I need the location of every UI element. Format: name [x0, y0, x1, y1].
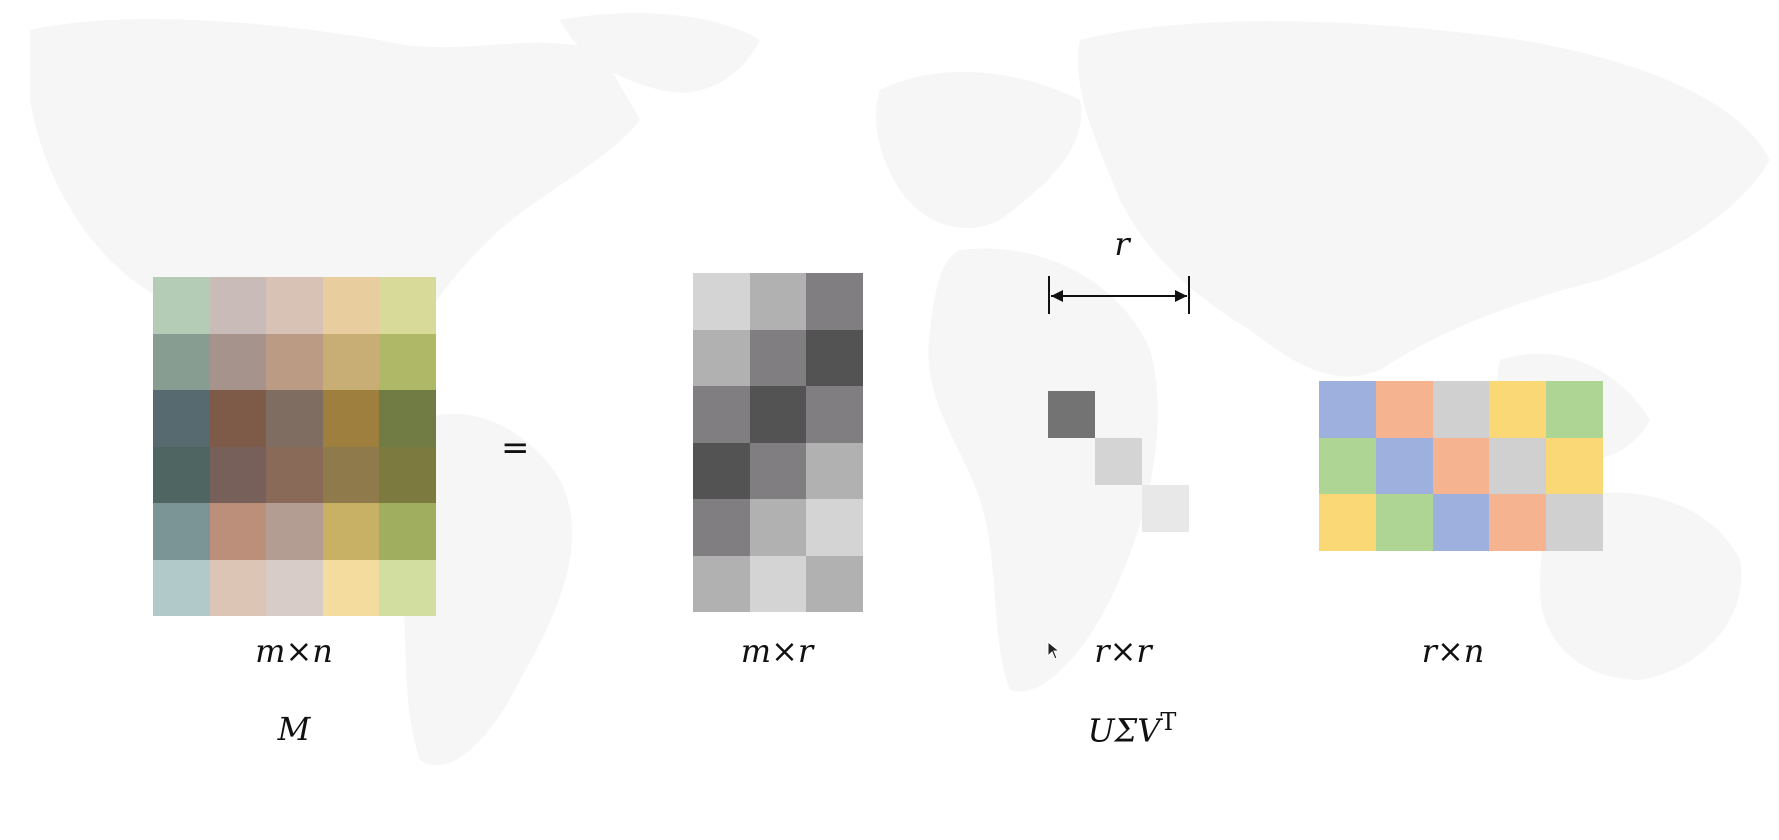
matrix-m-dimension-label: m×n	[255, 632, 333, 670]
matrix-m-grid	[153, 277, 436, 616]
matrix-m-cell	[153, 503, 210, 560]
matrix-m-cell	[209, 333, 267, 390]
matrix-m-cell	[209, 446, 267, 503]
transpose-superscript: T	[1160, 708, 1177, 736]
decomposition-label-main: UΣV	[1087, 711, 1161, 750]
matrix-u-cell	[749, 555, 807, 612]
matrix-m-cell	[209, 390, 267, 447]
matrix-m-cell	[379, 559, 436, 616]
matrix-m-cell	[322, 503, 380, 560]
matrix-vt-cell	[1546, 381, 1603, 438]
matrix-u-dimension-label: m×r	[740, 632, 814, 670]
matrix-m-cell	[379, 446, 436, 503]
matrix-u-cell	[749, 386, 807, 443]
matrix-m-cell	[379, 277, 436, 334]
sigma-diagonal-cell	[1095, 438, 1142, 485]
matrix-vt-cell	[1489, 381, 1547, 438]
matrix-m-cell	[266, 446, 323, 503]
matrix-sigma-dimension-label: r×r	[1094, 632, 1152, 670]
matrix-m-cell	[379, 333, 436, 390]
matrix-m-cell	[322, 277, 380, 334]
matrix-m-cell	[153, 390, 210, 447]
matrix-u-cell	[693, 386, 750, 443]
matrix-m-name-label: M	[277, 710, 311, 748]
sigma-diagonal-cell	[1142, 485, 1189, 532]
matrix-m-cell	[209, 559, 267, 616]
matrix-vt-cell	[1489, 437, 1547, 495]
matrix-vt-dimension-label: r×n	[1421, 632, 1485, 670]
matrix-u-cell	[749, 499, 807, 556]
matrix-m-cell	[153, 446, 210, 503]
matrix-vt-cell	[1432, 494, 1490, 551]
matrix-u-cell	[749, 442, 807, 499]
matrix-u-cell	[806, 273, 863, 330]
matrix-vt-cell	[1546, 437, 1603, 495]
sigma-width-label: r	[1114, 225, 1130, 263]
matrix-u-cell	[693, 499, 750, 556]
matrix-m-cell	[209, 277, 267, 334]
matrix-vt-cell	[1319, 381, 1376, 438]
matrix-u-grid	[693, 273, 863, 612]
matrix-m-cell	[379, 503, 436, 560]
matrix-u-cell	[693, 555, 750, 612]
matrix-vt-cell	[1432, 381, 1490, 438]
matrix-m-cell	[153, 333, 210, 390]
equals-sign: =	[501, 428, 530, 468]
matrix-vt-cell	[1375, 494, 1433, 551]
matrix-m-cell	[266, 333, 323, 390]
matrix-u-cell	[806, 386, 863, 443]
matrix-vt-cell	[1375, 437, 1433, 495]
matrix-m-cell	[322, 559, 380, 616]
mouse-cursor-icon	[1047, 641, 1061, 660]
matrix-m-cell	[266, 390, 323, 447]
matrix-u-cell	[806, 499, 863, 556]
matrix-m-cell	[266, 277, 323, 334]
matrix-m-cell	[266, 559, 323, 616]
matrix-m-cell	[322, 446, 380, 503]
matrix-u-cell	[806, 555, 863, 612]
decomposition-label: UΣVT	[1012, 708, 1252, 750]
matrix-vt-grid	[1319, 381, 1603, 551]
matrix-m-cell	[322, 333, 380, 390]
matrix-u-cell	[749, 329, 807, 386]
matrix-u-cell	[693, 329, 750, 386]
matrix-u-cell	[806, 442, 863, 499]
matrix-m-cell	[153, 277, 210, 334]
matrix-m-cell	[379, 390, 436, 447]
matrix-m-cell	[153, 559, 210, 616]
matrix-vt-cell	[1432, 437, 1490, 495]
matrix-u-cell	[693, 442, 750, 499]
matrix-sigma-diagonal	[1048, 391, 1189, 532]
sigma-width-arrow	[1048, 276, 1190, 314]
matrix-vt-cell	[1319, 494, 1376, 551]
matrix-vt-cell	[1546, 494, 1603, 551]
sigma-diagonal-cell	[1048, 391, 1095, 438]
matrix-m-cell	[322, 390, 380, 447]
matrix-vt-cell	[1489, 494, 1547, 551]
matrix-vt-cell	[1375, 381, 1433, 438]
matrix-u-cell	[693, 273, 750, 330]
matrix-m-cell	[266, 503, 323, 560]
matrix-u-cell	[749, 273, 807, 330]
matrix-m-cell	[209, 503, 267, 560]
matrix-u-cell	[806, 329, 863, 386]
matrix-vt-cell	[1319, 437, 1376, 495]
